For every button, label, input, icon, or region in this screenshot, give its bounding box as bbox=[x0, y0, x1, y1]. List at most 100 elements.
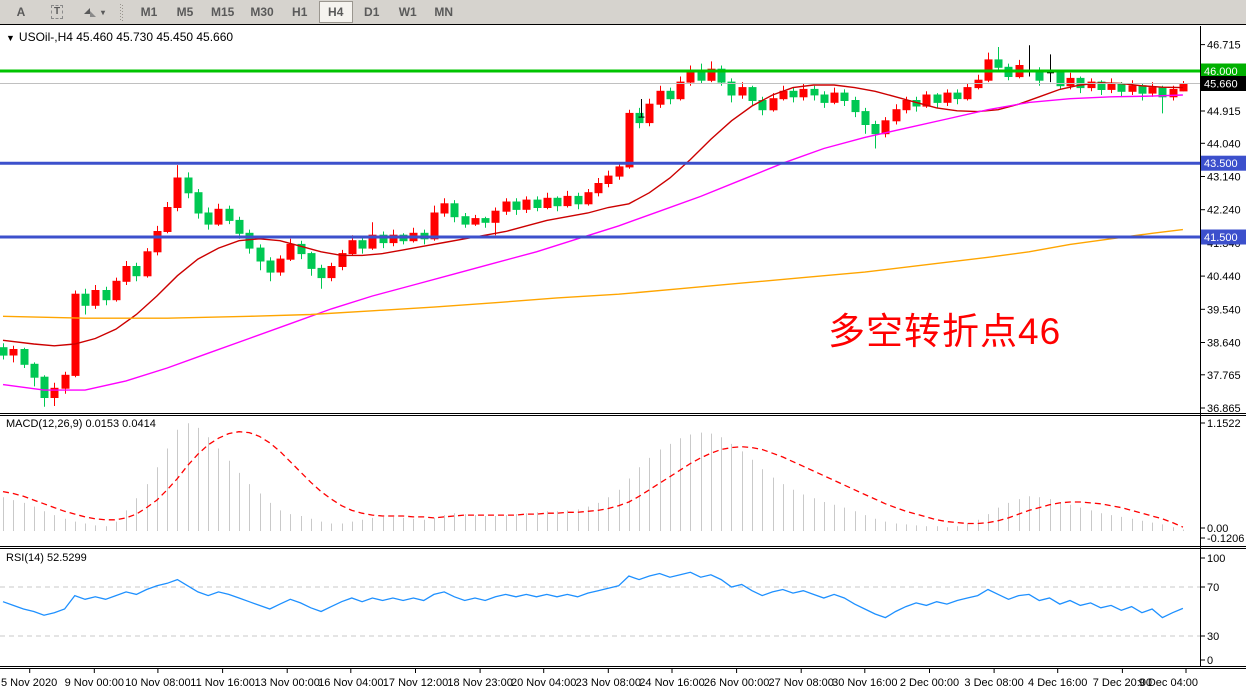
candle-body bbox=[132, 266, 141, 277]
candle-body bbox=[81, 293, 90, 306]
candle-body bbox=[615, 166, 624, 177]
time-tick-label: 30 Nov 16:00 bbox=[832, 677, 897, 689]
candle-body bbox=[953, 92, 962, 100]
candle-body bbox=[543, 197, 552, 209]
tf-button-mn[interactable]: MN bbox=[434, 5, 454, 19]
candle-body bbox=[717, 68, 726, 83]
time-tick-label: 9 Dec 04:00 bbox=[1139, 677, 1198, 689]
macd-panel bbox=[2, 423, 1184, 531]
tf-button-h4[interactable]: H4 bbox=[318, 1, 353, 23]
candle-body bbox=[286, 243, 295, 260]
candle-body bbox=[153, 231, 162, 253]
time-tick-label: 5 Nov 2020 bbox=[1, 677, 57, 689]
candle-body bbox=[922, 94, 931, 107]
candle-body bbox=[892, 109, 901, 122]
price-badge-label: 46.000 bbox=[1204, 66, 1238, 78]
time-tick-label: 2 Dec 00:00 bbox=[900, 677, 959, 689]
tf-button-m1[interactable]: M1 bbox=[140, 5, 158, 19]
ma-slow-orange-line bbox=[2, 228, 1183, 319]
toolbar-grip-handle[interactable] bbox=[120, 3, 125, 21]
text-box-tool-button[interactable]: T bbox=[40, 1, 74, 23]
candle-body bbox=[851, 100, 860, 113]
time-tick-label: 10 Nov 08:00 bbox=[125, 677, 190, 689]
chart-title[interactable]: ▼ USOil-,H4 45.460 45.730 45.450 45.660 bbox=[6, 30, 233, 44]
time-tick-label: 23 Nov 08:00 bbox=[576, 677, 641, 689]
arrows-icon bbox=[84, 7, 96, 17]
candle-body bbox=[666, 90, 675, 100]
indicator-tick-label: 70 bbox=[1207, 582, 1219, 594]
candle-body bbox=[553, 197, 562, 207]
candle-body bbox=[738, 87, 747, 96]
tf-button-m5[interactable]: M5 bbox=[176, 5, 194, 19]
time-tick-label: 9 Nov 00:00 bbox=[65, 677, 124, 689]
arrows-tool-button[interactable]: ▾ bbox=[76, 1, 112, 23]
candle-body bbox=[112, 280, 121, 301]
candle-body bbox=[9, 349, 18, 356]
candle-body bbox=[40, 376, 49, 399]
candle-body bbox=[256, 247, 265, 262]
indicator-axes: 1.1522 0.00-0.1206 100 70 30 0 bbox=[1200, 418, 1244, 667]
indicator-tick-label: 0 bbox=[1207, 655, 1213, 667]
candle-body bbox=[461, 216, 470, 225]
time-tick-label: 4 Dec 16:00 bbox=[1028, 677, 1087, 689]
candle-body bbox=[994, 59, 1003, 68]
candle-body bbox=[50, 387, 59, 398]
candle-body bbox=[789, 90, 798, 98]
time-tick-label: 20 Nov 04:00 bbox=[511, 677, 576, 689]
symbol-dropdown-icon[interactable]: ▼ bbox=[6, 33, 15, 43]
indicator-tick-label: 1.1522 bbox=[1207, 418, 1241, 430]
price-tick-label: 39.540 bbox=[1207, 304, 1241, 316]
candle-body bbox=[594, 183, 603, 194]
chart-text-annotation[interactable]: 多空转折点46 bbox=[828, 311, 1062, 352]
candle-body bbox=[235, 219, 244, 234]
toolbar: A T ▾ M1 M5 M15 M30 H1 H4 D1 W1 MN bbox=[0, 0, 1246, 25]
candle-body bbox=[604, 175, 613, 185]
candle-body bbox=[943, 92, 952, 103]
candle-body bbox=[933, 94, 942, 103]
price-tick-label: 38.640 bbox=[1207, 338, 1241, 350]
candle-body bbox=[327, 266, 336, 279]
ma-mid-magenta-line bbox=[2, 94, 1183, 391]
candle-body bbox=[584, 192, 593, 205]
candle-body bbox=[204, 212, 213, 225]
tf-button-d1[interactable]: D1 bbox=[364, 5, 380, 19]
candle-body bbox=[1169, 88, 1178, 98]
candle-body bbox=[533, 199, 542, 209]
moving-average-lines bbox=[2, 82, 1183, 391]
candle-body bbox=[389, 234, 398, 244]
time-tick-label: 16 Nov 04:00 bbox=[318, 677, 383, 689]
candle-body bbox=[1066, 77, 1075, 87]
candle-body bbox=[214, 208, 223, 225]
text-box-icon: T bbox=[50, 5, 64, 19]
chevron-down-icon: ▾ bbox=[101, 7, 106, 17]
time-tick-label: 3 Dec 08:00 bbox=[964, 677, 1023, 689]
tf-button-m15[interactable]: M15 bbox=[211, 5, 235, 19]
chart-drawing-objects[interactable] bbox=[638, 99, 645, 118]
price-axis: 46.71545.84044.91544.04043.14042.24041.3… bbox=[1200, 40, 1246, 415]
tf-button-w1[interactable]: W1 bbox=[398, 5, 417, 19]
candle-body bbox=[61, 374, 70, 389]
horizontal-line-objects[interactable] bbox=[0, 69, 1200, 239]
candle-body bbox=[676, 81, 685, 100]
candle-body bbox=[317, 267, 326, 279]
time-tick-label: 11 Nov 16:00 bbox=[190, 677, 255, 689]
time-axis: 5 Nov 2020 9 Nov 00:00 10 Nov 08:00 11 Nov … bbox=[1, 669, 1198, 689]
candle-body bbox=[840, 92, 849, 101]
candle-body bbox=[830, 92, 839, 103]
tf-button-h1[interactable]: H1 bbox=[292, 5, 308, 19]
price-badge-41.500 bbox=[1201, 229, 1246, 245]
time-tick-label: 7 Dec 20:00 bbox=[1093, 677, 1152, 689]
price-badge-43.500 bbox=[1201, 155, 1246, 171]
price-badge-label: 45.660 bbox=[1204, 79, 1238, 91]
candle-body bbox=[297, 243, 306, 255]
price-badge-label: 43.500 bbox=[1204, 158, 1238, 170]
text-a-tool-button[interactable]: A bbox=[16, 5, 26, 19]
price-tick-label: 44.040 bbox=[1207, 138, 1241, 150]
candle-body bbox=[30, 363, 39, 378]
candle-body bbox=[440, 203, 449, 214]
candle-body bbox=[645, 103, 654, 124]
tf-button-m30[interactable]: M30 bbox=[250, 5, 274, 19]
candle-body bbox=[1097, 81, 1106, 90]
indicator-tick-label: 30 bbox=[1207, 631, 1219, 643]
price-tick-label: 46.715 bbox=[1207, 40, 1241, 52]
